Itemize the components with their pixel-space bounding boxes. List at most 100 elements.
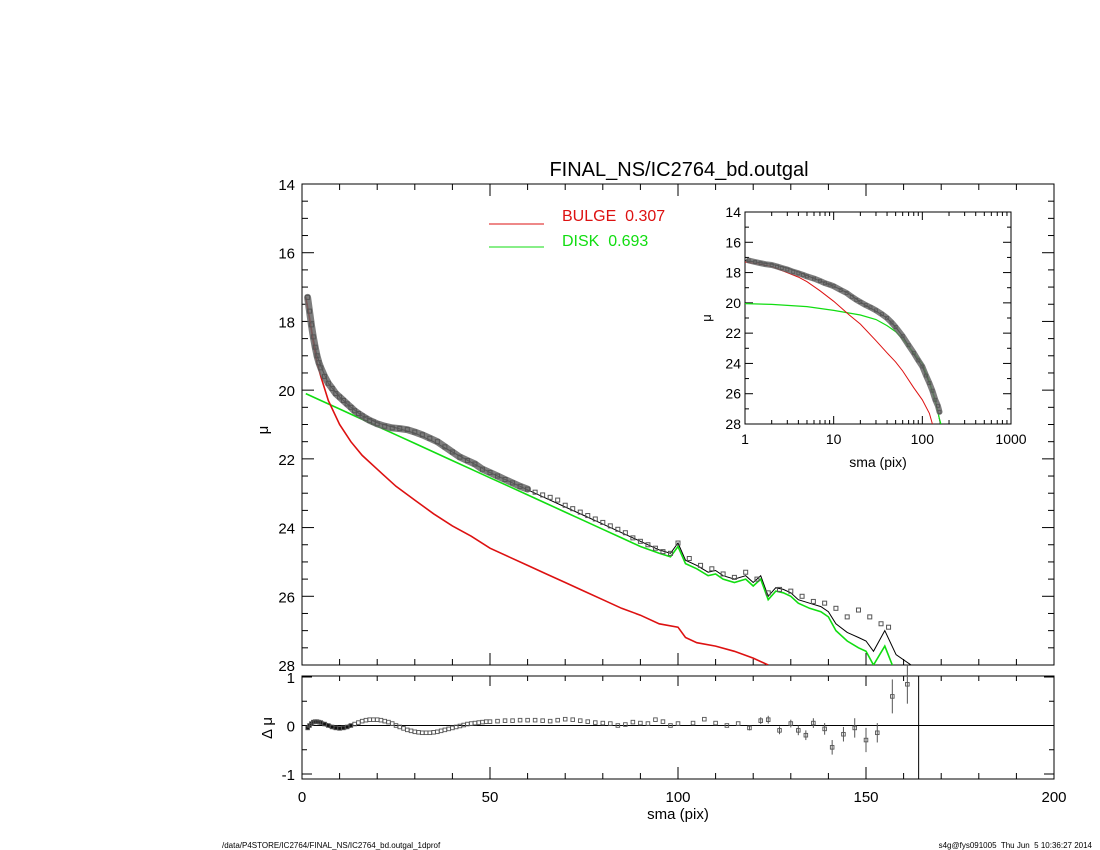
main-data-point: [305, 294, 311, 300]
footer-file-path: /data/P4STORE/IC2764/FINAL_NS/IC2764_bd.…: [222, 841, 441, 850]
residual-point: [401, 726, 406, 731]
inset-y-tick-label: 16: [725, 234, 741, 250]
main-y-tick-label: 16: [278, 246, 295, 263]
main-data-point: [645, 542, 651, 548]
main-data-point: [788, 588, 794, 594]
residual-y-tick-label: -1: [282, 767, 295, 784]
residual-point: [356, 720, 361, 725]
main-data-point: [777, 586, 783, 592]
residual-point: [562, 716, 568, 722]
main-data-point: [592, 516, 598, 522]
main-data-point: [562, 502, 568, 508]
residual-point: [510, 718, 515, 723]
main-data-point: [449, 449, 455, 455]
main-data-point: [412, 429, 418, 435]
main-data-point: [427, 435, 433, 441]
residual-point: [608, 721, 613, 726]
inset-data-point: [849, 294, 854, 299]
inset-x-axis-label: sma (pix): [849, 454, 907, 470]
main-data-point: [720, 571, 726, 577]
main-data-band: [304, 293, 532, 493]
main-data-point: [600, 519, 606, 525]
main-data-point: [404, 427, 410, 433]
inset-y-tick-label: 20: [725, 295, 741, 311]
residual-point: [431, 730, 436, 735]
footer-timestamp: s4g@fys091005 Thu Jun 5 10:36:27 2014: [939, 841, 1093, 850]
residual-point: [724, 723, 730, 728]
residual-point: [378, 717, 384, 723]
main-data-point: [322, 373, 328, 379]
main-data-point: [630, 535, 636, 541]
residual-point: [747, 725, 752, 731]
residual-point: [615, 723, 621, 728]
residual-y-tick-label: 0: [287, 719, 295, 736]
main-data-point: [709, 566, 715, 572]
inset-data-point: [854, 297, 859, 302]
inset-data-point: [924, 373, 928, 378]
inset-data-point: [916, 358, 921, 363]
main-data-point: [667, 550, 673, 556]
main-data-point: [464, 458, 470, 464]
residual-point: [386, 719, 391, 725]
main-data-point: [622, 530, 628, 536]
inset-y-tick-label: 14: [725, 204, 741, 220]
inset-y-axis-label: μ: [699, 314, 714, 322]
residual-point: [532, 717, 538, 723]
main-data-point: [389, 425, 395, 431]
inset-ticks: 14 16 18 20 22 24 26 281 10 100 1000: [725, 204, 1026, 447]
residual-point: [450, 725, 455, 731]
main-y-tick-label: 22: [278, 452, 295, 469]
residual-point: [468, 721, 474, 726]
inset-x-tick-label: 10: [826, 431, 842, 447]
main-data-point: [325, 380, 331, 386]
x-tick-label: 0: [298, 789, 306, 806]
inset-data-point: [920, 364, 925, 369]
legend: BULGE 0.307 DISK 0.693: [489, 208, 665, 250]
inset-data-point: [874, 308, 878, 313]
residual-point: [702, 716, 707, 722]
residual-point: [765, 717, 771, 722]
residual-point: [875, 730, 880, 736]
main-data-point: [337, 394, 343, 400]
residual-point: [438, 728, 444, 734]
inset-data-point: [937, 409, 942, 414]
main-data-point: [308, 322, 314, 328]
legend-label-disk: DISK 0.693: [562, 233, 648, 250]
main-y-tick-label: 14: [278, 177, 295, 194]
residual-point: [811, 720, 816, 726]
residual-y-tick-label: 1: [287, 670, 295, 687]
residual-point: [593, 720, 598, 725]
inset-y-tick-label: 24: [725, 355, 741, 371]
inset-data-point: [831, 284, 836, 289]
residual-point: [476, 720, 481, 725]
residual-point: [645, 721, 651, 726]
inset-data-point: [758, 261, 763, 266]
inset-data-point: [775, 264, 779, 269]
main-data-point: [352, 408, 358, 414]
inset-data-point: [863, 303, 868, 308]
inset-data-point: [889, 320, 894, 325]
main-data-point: [316, 360, 322, 366]
legend-label-bulge: BULGE 0.307: [562, 208, 665, 225]
inset-data-point: [818, 278, 822, 283]
residual-point: [495, 718, 500, 724]
main-data-point: [675, 540, 681, 546]
inset-data-points: [745, 257, 943, 415]
main-y-tick-label: 26: [278, 589, 295, 606]
inset-x-tick-label: 1: [741, 431, 749, 447]
main-data-point: [652, 545, 658, 551]
residual-point: [480, 719, 485, 725]
inset-panel: 14 16 18 20 22 24 26 281 10 100 1000 sma (pix) μ: [699, 204, 1027, 470]
x-axis-label: sma (pix): [647, 806, 709, 823]
residual-points: [305, 664, 910, 755]
inset-data-point: [746, 258, 751, 263]
residual-point: [389, 721, 395, 726]
residual-point: [852, 725, 857, 731]
x-tick-label: 200: [1041, 789, 1066, 806]
inset-x-tick-label: 1000: [995, 431, 1026, 447]
residual-point: [735, 721, 741, 726]
main-data-point: [765, 590, 771, 596]
main-ticks: 14 16 18 20 22 24 26 28: [278, 177, 1055, 675]
residual-point: [668, 723, 673, 728]
